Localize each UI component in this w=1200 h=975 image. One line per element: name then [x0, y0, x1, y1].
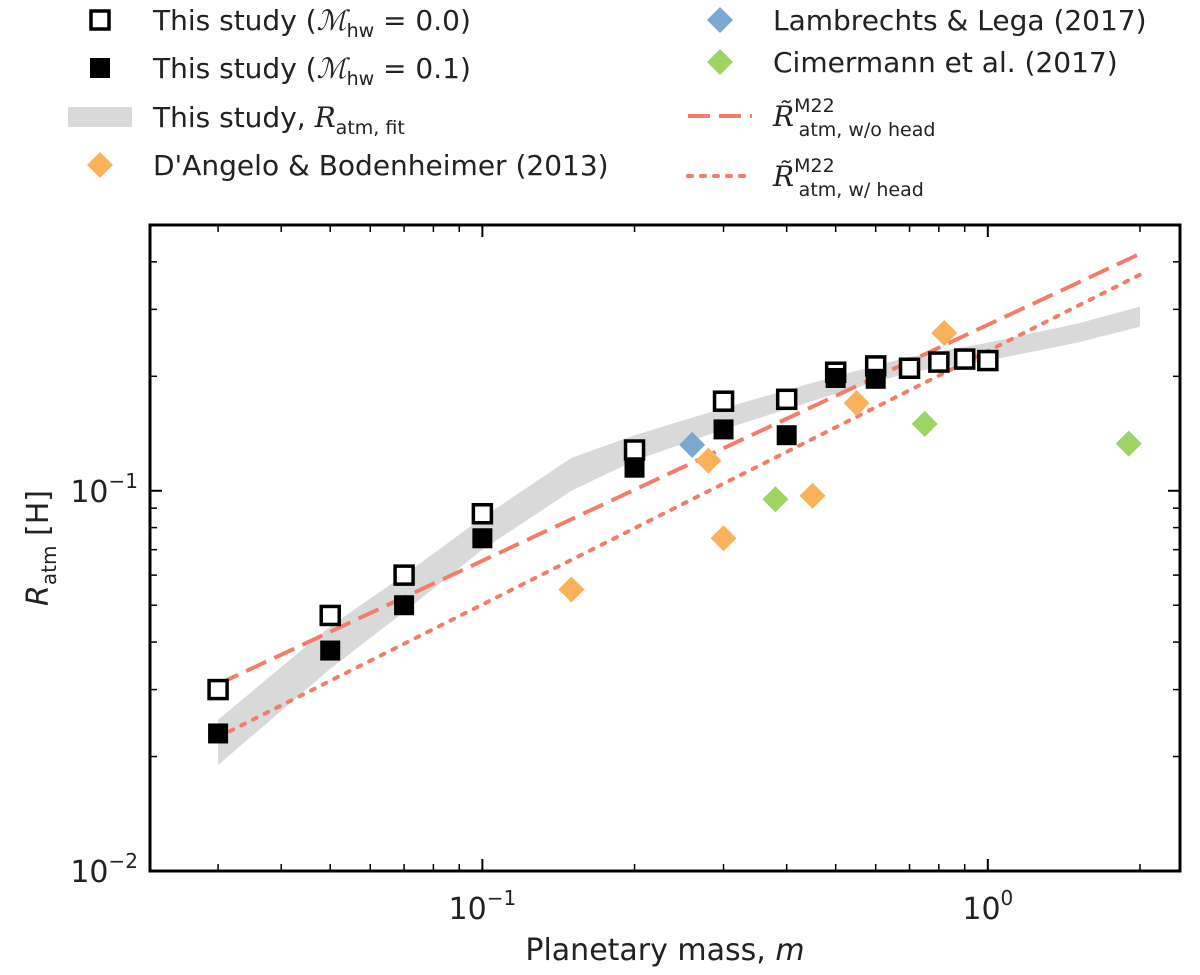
legend-label: R̃M22 atm, w/ head [772, 155, 924, 201]
m22_wo-line [217, 251, 1141, 686]
legend-item-hw0: This study (ℳhw = 0.0) [89, 4, 471, 42]
plot-area [207, 251, 1142, 766]
legend-label: R̃M22 atm, w/o head [772, 95, 935, 141]
hw01-point [825, 367, 846, 388]
legend-marker [89, 9, 111, 31]
legend-marker [707, 49, 733, 75]
hw01-point [208, 723, 229, 744]
legend: This study (ℳhw = 0.0) This study (ℳhw = … [68, 4, 1147, 201]
hw0-point [775, 388, 798, 411]
legend-marker [87, 152, 113, 178]
hw0-point [207, 678, 229, 701]
legend-item-lambrechts: Lambrechts & Lega (2017) [707, 4, 1147, 37]
legend-label: This study (ℳhw = 0.0) [152, 4, 471, 42]
hw01-point [624, 457, 645, 478]
hw01-point [394, 595, 415, 616]
legend-item-m22_wo: R̃M22 atm, w/o head [688, 95, 935, 141]
cimermann-point [762, 486, 789, 513]
hw0-point [712, 390, 735, 412]
x-tick-label: 10−1 [449, 886, 517, 927]
hw0-point [898, 357, 921, 380]
dangelo-point [558, 576, 585, 603]
hw01-point [713, 419, 734, 440]
hw0-point [623, 439, 646, 461]
hw0-point [977, 349, 999, 372]
hw01-point [776, 425, 797, 446]
legend-label: This study (ℳhw = 0.1) [152, 52, 471, 90]
y-tick-label: 10−1 [70, 469, 138, 510]
hw01-point [472, 528, 493, 549]
m22_w-line [216, 272, 1142, 740]
dangelo-point [695, 447, 722, 474]
x-axis-label: Planetary mass, m [525, 933, 804, 968]
legend-label: Lambrechts & Lega (2017) [773, 4, 1147, 37]
x-tick-label: 100 [962, 886, 1013, 927]
hw0-point [953, 348, 976, 370]
hw01-point [320, 640, 341, 661]
cimermann-point [911, 410, 938, 437]
legend-item-fit: This study, Ratm, fit [68, 101, 405, 139]
hw0-point [928, 351, 950, 373]
legend-marker [707, 7, 733, 33]
legend-marker [90, 58, 110, 78]
dangelo-point [931, 319, 958, 346]
dangelo-point [843, 390, 870, 417]
legend-label: Cimermann et al. (2017) [773, 46, 1118, 79]
dangelo-point [710, 525, 737, 552]
legend-item-dangelo: D'Angelo & Bodenheimer (2013) [87, 149, 609, 182]
hw0-point [393, 564, 415, 586]
hw0-point [319, 604, 341, 627]
legend-item-cimermann: Cimermann et al. (2017) [707, 46, 1118, 79]
model-line-layer [216, 251, 1142, 740]
axis-ticks: 10−1 100 10−2 10−1 [70, 224, 1180, 927]
legend-label: This study, Ratm, fit [152, 101, 405, 139]
legend-marker [68, 107, 132, 127]
legend-label: D'Angelo & Bodenheimer (2013) [153, 149, 609, 182]
cimermann-point [1115, 430, 1142, 457]
y-axis-label: Ratm [H] [21, 490, 61, 606]
hw0-point [471, 503, 494, 525]
dangelo-point [799, 482, 826, 509]
hw01-point [865, 368, 886, 389]
fit-band [218, 306, 1140, 766]
marker-layer [207, 319, 1142, 744]
y-tick-label: 10−2 [70, 849, 138, 890]
legend-item-hw01: This study (ℳhw = 0.1) [90, 52, 471, 90]
plot-frame [148, 223, 1182, 873]
fit-band-layer [218, 306, 1140, 766]
lambrechts-point [679, 431, 706, 458]
legend-item-m22_w: R̃M22 atm, w/ head [686, 155, 924, 201]
